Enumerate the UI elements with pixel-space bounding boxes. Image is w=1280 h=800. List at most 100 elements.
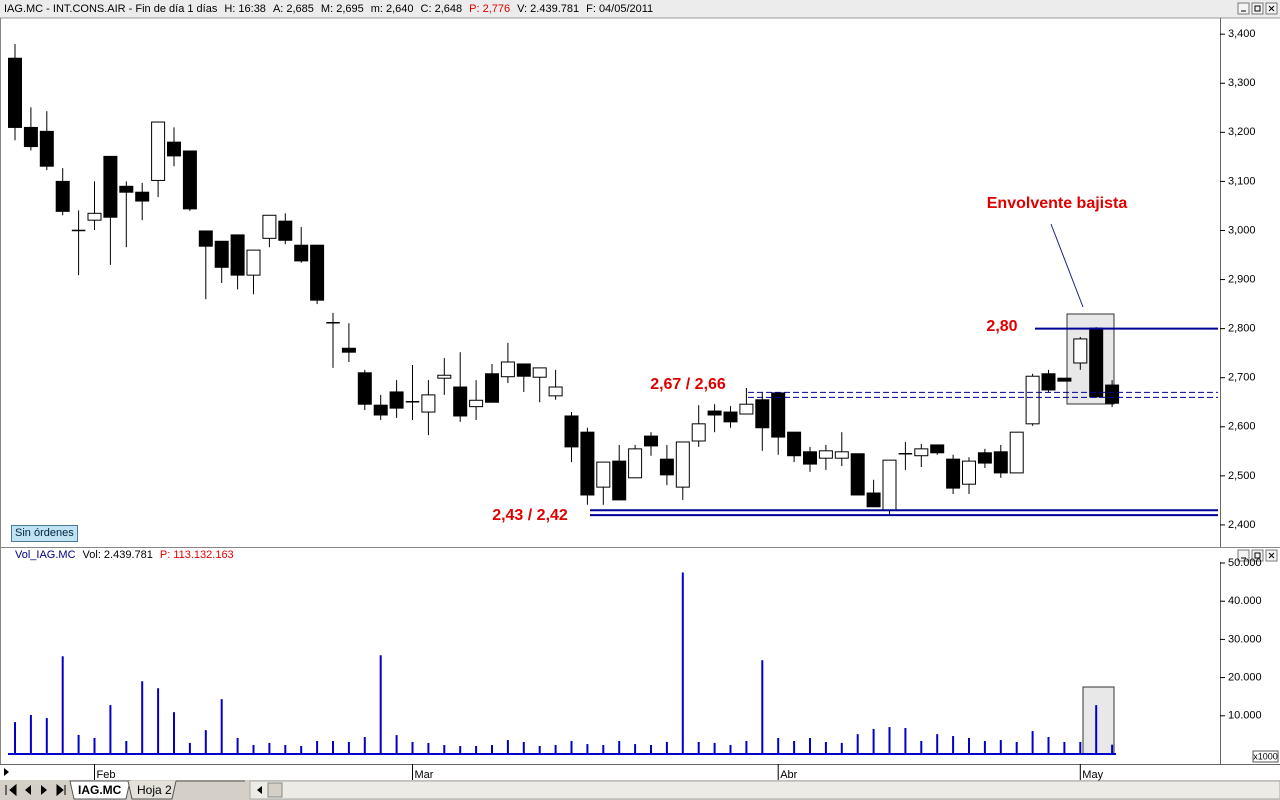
- candle-body: [1105, 384, 1120, 404]
- minimize-button[interactable]: [1237, 549, 1250, 562]
- minimize-button[interactable]: [1237, 2, 1250, 15]
- next-button[interactable]: [41, 785, 47, 795]
- y-tick-label: 3,200: [1228, 126, 1256, 138]
- candle-body: [1041, 373, 1056, 391]
- candle-body: [1057, 377, 1072, 382]
- unit-box: [1252, 750, 1279, 763]
- candle-body: [691, 423, 706, 442]
- candle-body: [119, 185, 134, 193]
- candle-body: [1073, 338, 1088, 364]
- candle-body: [962, 460, 976, 485]
- volume-symbol: Vol_IAG.MC: [15, 549, 76, 561]
- candle-body: [850, 453, 865, 496]
- volume-window-buttons[interactable]: [1237, 549, 1278, 562]
- candle-body: [739, 403, 754, 415]
- tab[interactable]: [127, 780, 177, 800]
- header-item: F: 04/05/2011: [586, 3, 654, 15]
- candle-body: [993, 451, 1008, 474]
- tab-label[interactable]: IAG.MC: [78, 783, 122, 797]
- y-tick-label: 2,800: [1228, 323, 1256, 335]
- first-button[interactable]: [5, 783, 17, 797]
- y-tick-label: 2,900: [1228, 273, 1256, 285]
- y-tick-label: 2,400: [1228, 519, 1256, 531]
- candle-body: [755, 399, 770, 429]
- maximize-button[interactable]: [1251, 2, 1264, 15]
- price-header: IAG.MC - INT.CONS.AIR - Fin de día 1 día…: [4, 1, 653, 17]
- annotation: Envolvente bajista: [987, 195, 1128, 212]
- candle-body: [23, 126, 38, 148]
- candle-body: [532, 367, 547, 378]
- maximize-button[interactable]: [1251, 549, 1264, 562]
- sheet-navigation[interactable]: [5, 783, 66, 797]
- candle-body: [135, 191, 150, 202]
- scroll-thumb[interactable]: [267, 782, 283, 798]
- volume-box: [1082, 686, 1115, 755]
- icon: [1254, 5, 1261, 12]
- candle-body: [596, 461, 611, 488]
- y-tick-label: 30.000: [1228, 633, 1262, 645]
- candle-body: [469, 399, 484, 408]
- candle-body: [1089, 327, 1104, 398]
- volume-header: Vol_IAG.MC Vol: 2.439.781 P: 113.132.163: [15, 547, 234, 563]
- y-tick-label: 20.000: [1228, 672, 1262, 684]
- prev-button[interactable]: [25, 785, 31, 795]
- candle-body: [977, 452, 992, 464]
- candle-body: [612, 460, 627, 501]
- candle-body: [675, 441, 690, 488]
- candle-body: [644, 435, 658, 447]
- x-tick-label: Abr: [780, 769, 797, 781]
- y-tick-label: 2,600: [1228, 421, 1256, 433]
- candle-body: [485, 373, 499, 403]
- candle-body: [230, 234, 245, 276]
- icon: [1268, 5, 1275, 12]
- y-tick-label: 3,000: [1228, 224, 1256, 236]
- candle-body: [914, 448, 929, 457]
- last-button[interactable]: [56, 783, 66, 797]
- scroll-left[interactable]: [257, 786, 262, 794]
- candle-body: [818, 450, 833, 459]
- candle-body: [866, 492, 881, 508]
- tab-label[interactable]: Hoja 2: [137, 783, 172, 797]
- x-tick-label: May: [1082, 769, 1103, 781]
- candle-body: [659, 458, 674, 476]
- tab[interactable]: [69, 780, 131, 800]
- y-tick-label: 3,400: [1228, 28, 1256, 40]
- candle-body: [1009, 431, 1024, 474]
- candle-body: [357, 372, 372, 405]
- candle-body: [278, 220, 293, 241]
- candle-body: [246, 249, 261, 276]
- candle-body: [103, 155, 118, 218]
- annotation: 2,80: [986, 318, 1017, 335]
- candle-body: [1025, 375, 1040, 425]
- header-item: C: 2,648: [420, 3, 463, 15]
- annotation: 2,43 / 2,42: [492, 507, 568, 524]
- y-tick-label: 2,700: [1228, 372, 1256, 384]
- candle-body: [294, 244, 309, 262]
- annotation: 2,67 / 2,66: [650, 376, 726, 393]
- x-tick-label: Feb: [97, 769, 116, 781]
- candle-body: [198, 230, 213, 247]
- candle-body: [341, 347, 356, 353]
- candle-body: [39, 130, 54, 167]
- y-tick-label: 50.000: [1228, 557, 1262, 569]
- candle-body: [834, 451, 849, 459]
- unit-label: x1000: [1253, 751, 1278, 761]
- candle-body: [580, 431, 595, 496]
- price-window-buttons[interactable]: [1237, 2, 1278, 15]
- scrollbar[interactable]: [249, 780, 1280, 800]
- candle-body: [707, 410, 722, 416]
- candle-body: [421, 394, 436, 413]
- annotation-pointer: [1050, 223, 1084, 308]
- candle-body: [548, 386, 563, 397]
- orders-button[interactable]: Sin órdenes: [11, 525, 78, 542]
- candle-body: [882, 459, 897, 511]
- candle-body: [723, 411, 738, 423]
- candle-body: [389, 391, 404, 409]
- candle-body: [437, 374, 452, 379]
- candle-body: [628, 448, 643, 479]
- candle-body: [167, 141, 181, 157]
- header-item: A: 2,685: [272, 3, 314, 15]
- header-item: P: 113.132.163: [159, 549, 234, 561]
